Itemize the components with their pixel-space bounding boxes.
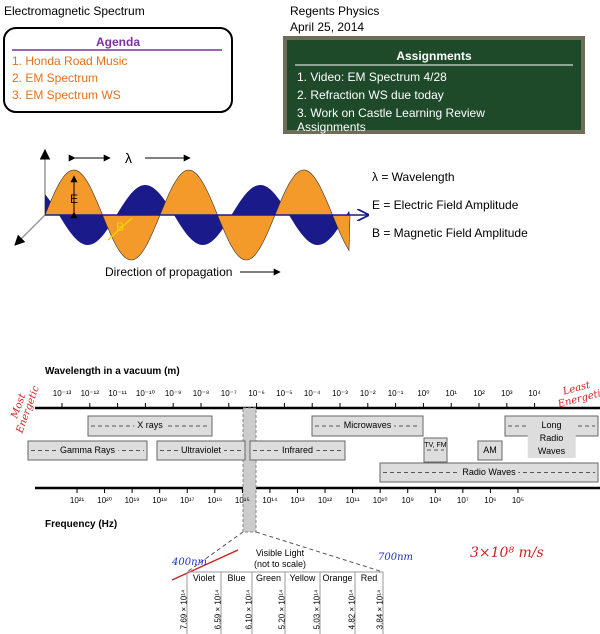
wavelength-tick-label: 10⁰: [417, 389, 430, 398]
visible-title: Visible Light: [255, 548, 305, 558]
assignments-title: Assignments: [396, 49, 472, 63]
frequency-title: Frequency (Hz): [45, 519, 118, 530]
visible-frequency: 5.20 × 10¹⁴: [277, 589, 287, 630]
key-item: λ = Wavelength: [372, 170, 455, 184]
wavelength-tick-label: 10⁻²: [359, 389, 376, 398]
wavelength-tick-label: 10⁻⁹: [164, 389, 182, 398]
assignment-item: 3. Work on Castle Learning Review Assign…: [297, 106, 485, 134]
wavelength-tick-label: 10²: [473, 389, 485, 398]
assignment-item: 2. Refraction WS due today: [297, 88, 444, 102]
wavelength-tick-label: 10⁻¹: [387, 389, 404, 398]
wavelength-tick-label: 10⁻¹²: [80, 389, 100, 398]
speed-of-light: 3×10⁸ m/s: [470, 545, 544, 561]
wavelength-tick-label: 10⁻⁵: [276, 389, 293, 398]
frequency-tick-label: 10¹⁷: [180, 496, 195, 505]
agenda-item: 2. EM Spectrum: [12, 71, 99, 85]
frequency-tick-label: 10⁷: [456, 496, 469, 505]
key-item: B = Magnetic Field Amplitude: [372, 226, 528, 240]
frequency-tick-label: 10⁶: [484, 496, 497, 505]
frequency-tick-label: 10¹⁶: [207, 496, 223, 505]
visible-color: Violet: [192, 573, 216, 583]
visible-subtitle: (not to scale): [253, 559, 307, 569]
agenda-item: 3. EM Spectrum WS: [12, 88, 121, 102]
frequency-tick-label: 10¹⁵: [234, 496, 250, 505]
wavelength-tick-label: 10⁻¹³: [52, 389, 72, 398]
frequency-tick-label: 10¹²: [317, 496, 333, 505]
frequency-tick-label: 10⁹: [401, 496, 414, 505]
visible-frequency: 3.84 × 10¹⁴: [375, 589, 385, 630]
page-title: Electromagnetic Spectrum: [4, 4, 145, 18]
wavelength-tick-label: 10⁻¹¹: [108, 389, 127, 398]
frequency-tick-label: 10¹⁹: [124, 496, 140, 505]
frequency-tick-label: 10⁸: [429, 496, 442, 505]
agenda-item: 1. Honda Road Music: [12, 54, 128, 68]
frequency-tick-label: 10⁵: [511, 496, 525, 505]
wavelength-tick-label: 10⁻⁸: [192, 389, 210, 398]
visible-frequency: 4.82 × 10¹⁴: [347, 589, 357, 630]
frequency-tick-label: 10¹⁰: [372, 496, 388, 505]
wavelength-tick-label: 10¹: [445, 389, 457, 398]
date: April 25, 2014: [290, 20, 365, 34]
course: Regents Physics: [290, 4, 380, 18]
wavelength-tick-label: 10⁻⁴: [303, 389, 321, 398]
propagation-label: Direction of propagation: [105, 265, 233, 279]
assignment-item: 1. Video: EM Spectrum 4/28: [297, 70, 447, 84]
visible-color: Blue: [227, 573, 246, 583]
visible-frequency: 7.69 × 10¹⁴: [179, 589, 189, 630]
b-label: B: [116, 220, 125, 234]
visible-color: Red: [360, 573, 378, 583]
e-label: E: [70, 192, 79, 206]
frequency-tick-label: 10²¹: [69, 496, 85, 505]
wavelength-tick-label: 10⁻⁷: [220, 389, 237, 398]
wavelength-tick-label: 10⁴: [528, 389, 541, 398]
wavelength-tick-label: 10⁻³: [332, 389, 348, 398]
b-arrow: [107, 217, 133, 241]
wavelength-tick-label: 10⁻⁶: [248, 389, 265, 398]
lambda-label: λ: [125, 150, 132, 166]
frequency-tick-label: 10¹³: [290, 496, 305, 505]
wavelength-tick-label: 10⁻¹⁰: [135, 389, 155, 398]
key-item: E = Electric Field Amplitude: [372, 198, 519, 212]
wavelength-title: Wavelength in a vacuum (m): [45, 366, 180, 377]
agenda-title: Agenda: [95, 35, 140, 49]
visible-frequency: 6.59 × 10¹⁴: [213, 589, 223, 630]
annotation-400nm: 400nm: [172, 557, 208, 568]
frequency-tick-label: 10¹⁸: [152, 496, 168, 505]
wave-diagram: [14, 148, 368, 276]
visible-frequency: 5.03 × 10¹⁴: [312, 589, 322, 630]
frequency-tick-label: 10¹⁴: [262, 496, 278, 505]
wavelength-tick-label: 10³: [501, 389, 513, 398]
frequency-tick-label: 10¹¹: [345, 496, 360, 505]
annotation-700nm: 700nm: [378, 552, 414, 563]
visible-color: Orange: [322, 573, 353, 583]
agenda-box: [3, 27, 233, 113]
visible-color: Green: [255, 573, 281, 583]
visible-frequency: 6.10 × 10¹⁴: [244, 589, 254, 630]
visible-color: Yellow: [289, 573, 316, 583]
assignments-board: [283, 36, 585, 134]
frequency-tick-label: 10²⁰: [97, 496, 112, 505]
